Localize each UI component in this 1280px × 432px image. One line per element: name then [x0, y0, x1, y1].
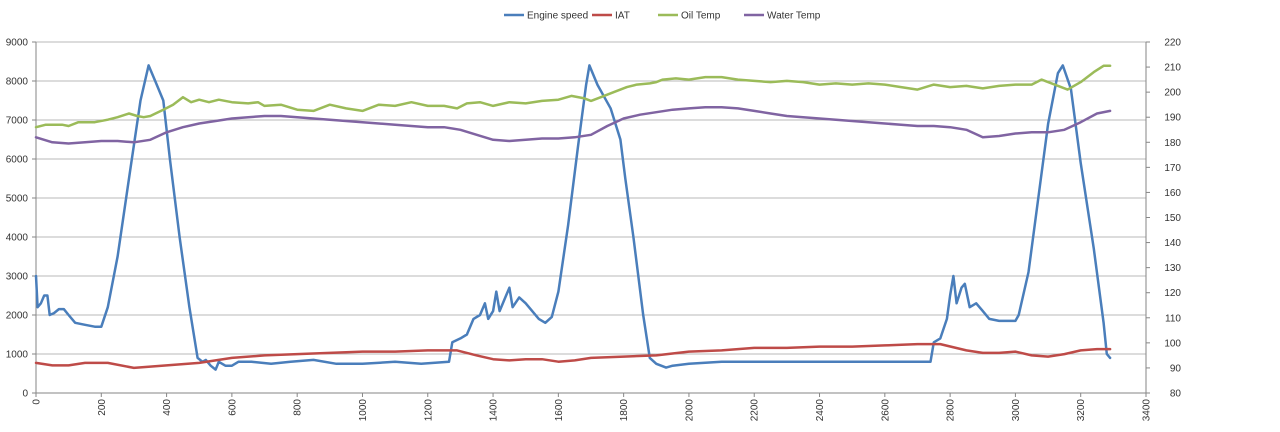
x-tick-label: 600 — [227, 399, 238, 416]
legend[interactable]: Engine speed IAT Oil Temp Water Temp — [504, 11, 821, 22]
left-tick-label: 1000 — [6, 350, 29, 361]
legend-item-iat[interactable]: IAT — [592, 11, 630, 22]
series-line-oil-temp — [34, 64, 1112, 129]
x-tick-label: 3200 — [1076, 399, 1087, 422]
right-tick-label: 110 — [1165, 313, 1181, 324]
x-tick-label: 2600 — [880, 399, 891, 422]
left-tick-label: 8000 — [6, 77, 29, 88]
left-tick-label: 5000 — [6, 194, 29, 205]
left-tick-label: 0 — [22, 389, 28, 400]
left-tick-label: 6000 — [6, 155, 29, 166]
legend-item-engine-speed[interactable]: Engine speed — [504, 11, 588, 22]
left-tick-label: 9000 — [6, 38, 29, 49]
series-line-engine-speed — [34, 64, 1112, 371]
left-tick-label: 2000 — [6, 311, 29, 322]
legend-label: Oil Temp — [681, 11, 721, 22]
left-y-axis: 0 1000 2000 3000 4000 5000 6000 7000 8000 9000 — [6, 38, 37, 400]
x-tick-label: 2000 — [684, 399, 695, 422]
x-tick-label: 1600 — [554, 399, 565, 422]
right-tick-label: 80 — [1170, 389, 1182, 400]
right-y-axis: 80 90 100 110 120 130 140 150 160 170 180 190 200 210… — [1145, 38, 1182, 400]
series-group — [34, 64, 1112, 371]
legend-label: Engine speed — [527, 11, 588, 22]
gridlines — [36, 41, 1146, 394]
right-tick-label: 220 — [1164, 38, 1181, 49]
x-tick-label: 200 — [97, 399, 108, 416]
x-tick-label: 1000 — [358, 399, 369, 422]
right-tick-label: 150 — [1164, 213, 1181, 224]
legend-item-water-temp[interactable]: Water Temp — [744, 11, 821, 22]
series-line-iat — [34, 342, 1112, 370]
x-tick-label: 2200 — [750, 399, 761, 422]
right-tick-label: 90 — [1170, 363, 1182, 374]
x-axis: 0 200 400 600 800 1000 1200 1400 1600 1800 2000 220… — [32, 392, 1153, 422]
x-tick-label: 0 — [32, 399, 43, 405]
x-tick-label: 400 — [162, 399, 173, 416]
left-tick-label: 7000 — [6, 116, 29, 127]
x-tick-label: 3400 — [1142, 399, 1153, 422]
left-tick-label: 4000 — [6, 233, 29, 244]
left-tick-label: 3000 — [6, 272, 29, 283]
right-tick-label: 130 — [1164, 263, 1181, 274]
right-tick-label: 170 — [1164, 163, 1181, 174]
legend-item-oil-temp[interactable]: Oil Temp — [658, 11, 721, 22]
right-tick-label: 100 — [1164, 338, 1181, 349]
x-tick-label: 2800 — [946, 399, 957, 422]
right-tick-label: 210 — [1164, 63, 1181, 74]
right-tick-label: 160 — [1164, 188, 1181, 199]
right-tick-label: 200 — [1164, 88, 1181, 99]
series-line-water-temp — [34, 105, 1112, 145]
x-tick-label: 1200 — [423, 399, 434, 422]
x-tick-label: 2400 — [815, 399, 826, 422]
legend-label: Water Temp — [767, 11, 821, 22]
right-tick-label: 190 — [1164, 113, 1181, 124]
x-tick-label: 800 — [293, 399, 304, 416]
x-tick-label: 1800 — [619, 399, 630, 422]
right-tick-label: 180 — [1164, 138, 1181, 149]
x-tick-label: 3000 — [1011, 399, 1022, 422]
right-tick-label: 120 — [1164, 288, 1181, 299]
x-tick-label: 1400 — [489, 399, 500, 422]
right-tick-label: 140 — [1164, 238, 1181, 249]
legend-label: IAT — [615, 11, 630, 22]
